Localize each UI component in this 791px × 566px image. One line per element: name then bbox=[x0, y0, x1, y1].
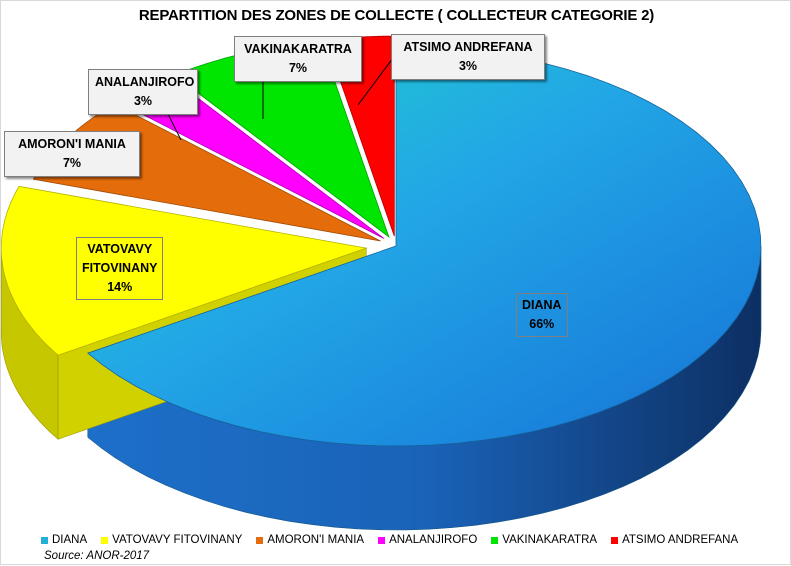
legend-swatch bbox=[41, 536, 48, 544]
data-label-3-line-0: ANALANJIROFO bbox=[95, 75, 195, 89]
legend-label: ANALANJIROFO bbox=[389, 534, 478, 546]
legend-item: VATOVAVY FITOVINANY bbox=[101, 534, 242, 546]
legend-swatch bbox=[101, 536, 109, 544]
data-label-1-line-2: 14% bbox=[107, 280, 133, 294]
data-label-5: ATSIMO ANDREFANA 3% bbox=[391, 34, 545, 80]
legend-swatch bbox=[378, 536, 386, 544]
slice-0 bbox=[86, 45, 762, 447]
leader-line-5 bbox=[357, 57, 394, 106]
legend-item: ANALANJIROFO bbox=[378, 534, 477, 546]
legend-item: ATSIMO ANDREFANA bbox=[611, 534, 738, 546]
data-label-5-line-0: ATSIMO ANDREFANA bbox=[403, 40, 533, 54]
legend-swatch bbox=[491, 536, 499, 544]
legend-label: AMORON'I MANIA bbox=[267, 534, 365, 546]
legend-item: VAKINAKARATRA bbox=[491, 534, 597, 546]
legend-swatch bbox=[256, 536, 264, 544]
data-label-4: VAKINAKARATRA 7% bbox=[234, 36, 362, 82]
data-label-2: AMORON'I MANIA 7% bbox=[4, 131, 140, 177]
leader-line-3 bbox=[165, 109, 182, 141]
legend-label: VATOVAVY FITOVINANY bbox=[112, 534, 243, 546]
data-label-0-line-0: DIANA bbox=[522, 298, 562, 312]
data-label-1-line-0: VATOVAVY bbox=[87, 242, 153, 256]
data-label-1-line-1: FITOVINANY bbox=[82, 261, 158, 275]
data-label-3: ANALANJIROFO 3% bbox=[88, 69, 198, 115]
chart-title: REPARTITION DES ZONES DE COLLECTE ( COLL… bbox=[138, 7, 655, 24]
data-label-1: VATOVAVY FITOVINANY 14% bbox=[76, 237, 164, 300]
legend-swatch bbox=[611, 536, 619, 544]
legend: DIANA VATOVAVY FITOVINANY AMORON'I MANIA AN… bbox=[41, 532, 791, 548]
data-label-4-line-1: 7% bbox=[288, 61, 308, 75]
data-label-2-line-0: AMORON'I MANIA bbox=[18, 137, 126, 151]
legend-item: AMORON'I MANIA bbox=[256, 534, 364, 546]
data-label-4-line-0: VAKINAKARATRA bbox=[244, 42, 352, 56]
data-label-3-line-1: 3% bbox=[133, 94, 153, 108]
data-label-0: DIANA 66% bbox=[516, 293, 568, 337]
slice-1 bbox=[1, 185, 368, 356]
legend-item: DIANA bbox=[41, 534, 87, 546]
source-note: Source: ANOR-2017 bbox=[44, 550, 150, 562]
data-label-0-line-1: 66% bbox=[529, 317, 555, 331]
data-label-5-line-1: 3% bbox=[458, 59, 478, 73]
legend-label: DIANA bbox=[52, 534, 88, 546]
data-label-2-line-1: 7% bbox=[62, 156, 82, 170]
legend-label: ATSIMO ANDREFANA bbox=[622, 534, 739, 546]
legend-label: VAKINAKARATRA bbox=[502, 534, 598, 546]
